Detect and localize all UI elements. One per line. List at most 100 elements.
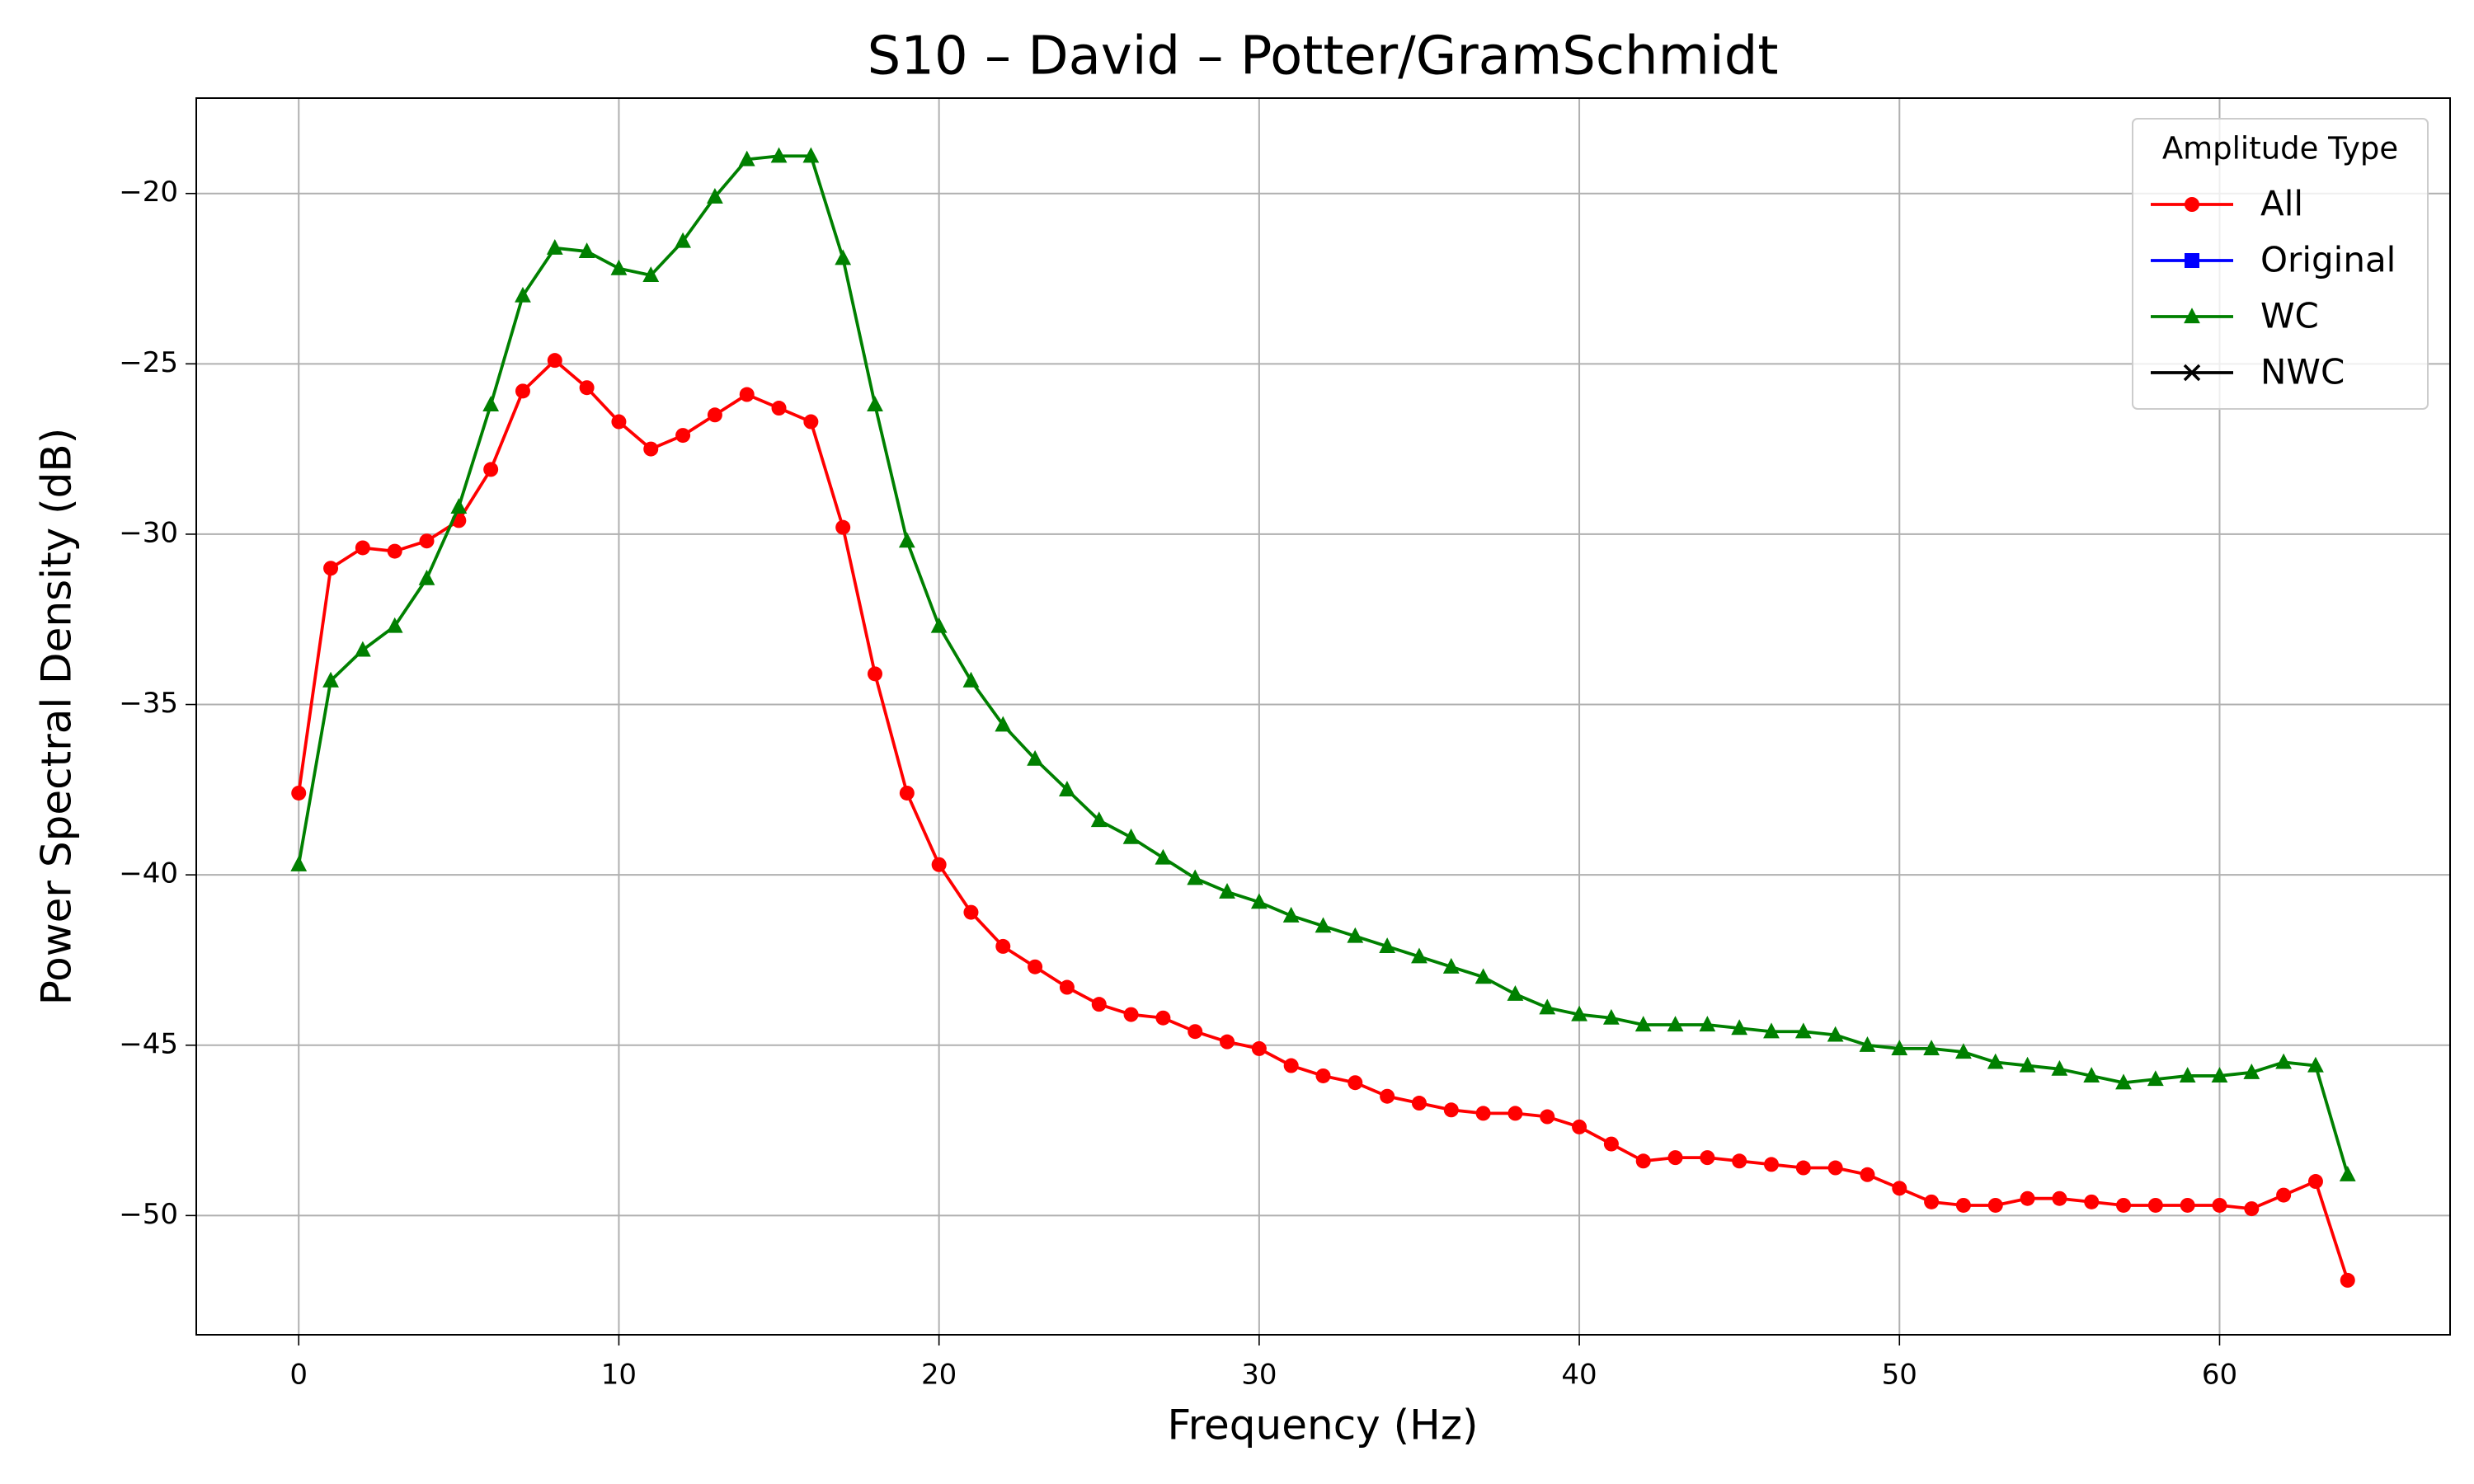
marker (802, 147, 820, 163)
marker (835, 249, 852, 265)
marker (291, 785, 307, 801)
marker (835, 519, 851, 535)
y-tick-label: −50 (119, 1198, 178, 1231)
marker (2051, 1059, 2068, 1076)
marker (675, 428, 691, 444)
marker (2116, 1197, 2132, 1213)
marker (1795, 1160, 1811, 1176)
marker (868, 666, 883, 682)
marker (963, 904, 979, 920)
marker (386, 617, 403, 633)
marker (1315, 1068, 1331, 1083)
marker (1731, 1019, 1748, 1036)
marker (675, 232, 691, 248)
marker (2052, 1190, 2067, 1206)
marker (1827, 1160, 1843, 1176)
marker (2179, 1067, 2196, 1083)
marker (1283, 1058, 1299, 1073)
marker (1475, 1106, 1491, 1121)
marker (2115, 1073, 2132, 1090)
marker (1155, 1010, 1171, 1026)
marker (546, 239, 563, 255)
chart-title: S10 – David – Potter/GramSchmidt (868, 26, 1779, 87)
marker (1219, 883, 1235, 899)
marker (738, 150, 755, 167)
marker (1827, 1026, 1844, 1042)
x-tick-label: 30 (1241, 1359, 1277, 1392)
marker (1188, 1024, 1203, 1040)
marker (322, 671, 339, 688)
marker (1059, 781, 1075, 796)
marker (2180, 1197, 2195, 1213)
x-tick-label: 20 (921, 1359, 957, 1392)
marker (323, 561, 339, 576)
marker (1090, 811, 1108, 828)
x-tick-label: 50 (1882, 1359, 1917, 1392)
marker (1059, 979, 1075, 995)
legend-label: All (2260, 184, 2303, 224)
marker (1220, 1034, 1235, 1050)
marker (2147, 1070, 2164, 1087)
marker (2243, 1064, 2260, 1079)
x-tick-label: 60 (2202, 1359, 2237, 1392)
marker (1123, 1007, 1139, 1022)
marker (2020, 1190, 2035, 1206)
marker (1539, 998, 1556, 1015)
marker (770, 147, 788, 163)
marker (898, 532, 915, 548)
marker (578, 242, 595, 259)
marker (1122, 828, 1140, 844)
marker (1955, 1197, 1971, 1213)
marker (387, 543, 402, 559)
marker (962, 671, 980, 688)
marker (1763, 1022, 1780, 1039)
x-tick-label: 40 (1561, 1359, 1597, 1392)
marker (643, 441, 659, 457)
marker (1507, 984, 1524, 1001)
marker (1763, 1157, 1779, 1172)
marker (1380, 1088, 1395, 1104)
x-axis-label: Frequency (Hz) (1167, 1402, 1478, 1449)
marker (1155, 848, 1172, 865)
marker (1667, 1016, 1684, 1032)
legend-marker (2184, 308, 2200, 324)
marker (483, 462, 499, 477)
y-tick-label: −45 (119, 1027, 178, 1060)
marker (482, 396, 500, 412)
marker (867, 396, 883, 412)
y-axis-label: Power Spectral Density (dB) (33, 428, 81, 1005)
marker (1250, 893, 1268, 909)
marker (1699, 1016, 1716, 1032)
legend: Amplitude Type All Original WC NWC (2132, 118, 2429, 410)
marker (1667, 1150, 1683, 1166)
x-tick-label: 10 (601, 1359, 637, 1392)
marker (354, 641, 371, 657)
marker (1891, 1040, 1908, 1055)
legend-label: Original (2260, 240, 2396, 280)
marker (1282, 906, 1300, 923)
marker (1923, 1040, 1940, 1055)
marker (707, 407, 722, 423)
marker (1442, 957, 1460, 974)
marker (418, 569, 435, 585)
marker (930, 617, 948, 633)
marker (1347, 927, 1364, 943)
marker (1732, 1153, 1747, 1169)
marker (1987, 1197, 2003, 1213)
marker (1379, 937, 1396, 954)
y-tick-label: −30 (119, 516, 178, 549)
marker (1507, 1106, 1523, 1121)
marker (803, 414, 819, 430)
marker (899, 785, 915, 801)
marker (579, 380, 595, 396)
legend-label: WC (2260, 296, 2319, 336)
marker (707, 188, 723, 204)
marker (2307, 1174, 2323, 1190)
marker (1251, 1040, 1267, 1056)
marker (515, 383, 530, 399)
marker (2211, 1067, 2228, 1083)
marker (642, 266, 660, 282)
marker (739, 387, 755, 402)
